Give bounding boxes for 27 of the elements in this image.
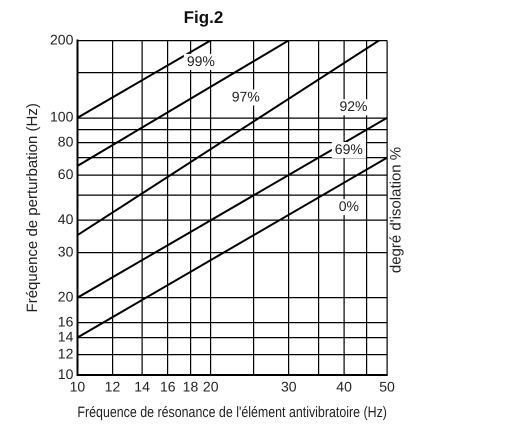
annotation: 97% [232, 88, 260, 104]
y-tick-label: 80 [58, 134, 74, 150]
y-tick-label: 60 [58, 166, 74, 182]
x-tick-label: 30 [280, 378, 297, 394]
y-tick-label: 30 [58, 243, 74, 260]
y-tick-label: 100 [50, 108, 74, 125]
x-tick-label: 16 [160, 378, 176, 394]
x-tick-label: 20 [202, 378, 219, 394]
x-tick-label: 40 [336, 378, 352, 394]
annotation: 69% [334, 140, 363, 157]
annotation: 0% [338, 198, 359, 214]
y-tick-label: 40 [58, 211, 74, 228]
x-tick-label: 14 [134, 378, 150, 394]
y-axis-title: Fréquence de perturbation (Hz) [24, 103, 42, 312]
y-tick-label: 14 [58, 328, 74, 344]
y-tick-label: 200 [50, 31, 74, 48]
y-tick-label: 16 [58, 314, 74, 330]
y-tick-label: 12 [58, 346, 74, 362]
x-tick-label: 12 [104, 378, 120, 394]
chart-title: Fig.2 [184, 8, 224, 27]
y2-axis-title: degré d'isolation % [388, 146, 404, 274]
annotation: 99% [186, 52, 215, 69]
x-axis-title: Fréquence de résonance de l'élément antivibratoire (Hz) [77, 404, 387, 420]
x-tick-label: 50 [379, 378, 395, 394]
x-tick-label: 18 [182, 378, 198, 394]
y-tick-label: 20 [58, 288, 74, 305]
annotation: 92% [339, 98, 368, 114]
